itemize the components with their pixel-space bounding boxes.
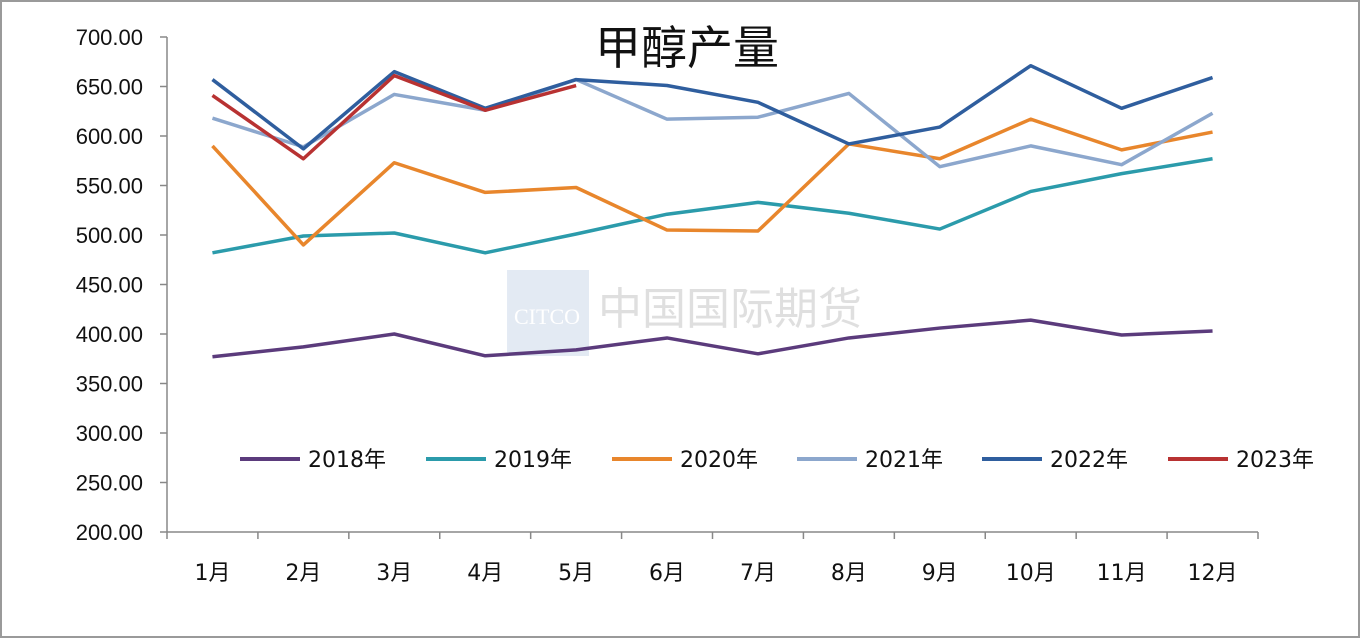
legend-label: 2019年 (494, 448, 572, 473)
series-line-2020年 (211, 117, 1213, 247)
y-tick-label: 550.00 (76, 174, 143, 199)
x-tick-label: 8月 (831, 561, 867, 586)
y-tick-label: 200.00 (76, 520, 143, 545)
chart-title: 甲醇产量 (595, 21, 779, 75)
legend-label: 2023年 (1236, 448, 1314, 473)
y-tick-label: 450.00 (76, 273, 143, 298)
watermark-chinese: 中国国际期货 (598, 284, 862, 335)
legend-item: 2023年 (1168, 448, 1314, 473)
y-tick-label: 300.00 (76, 421, 143, 446)
series-line-2023年 (211, 73, 577, 161)
series-line-2018年 (212, 318, 1213, 359)
y-tick-label: 700.00 (76, 25, 143, 50)
legend-label: 2022年 (1050, 448, 1128, 473)
series-line-2022年 (211, 63, 1214, 151)
watermark-box (507, 270, 589, 356)
y-tick-label: 350.00 (76, 372, 143, 397)
series-line-2021年 (211, 77, 1214, 169)
x-tick-label: 10月 (1006, 561, 1056, 586)
watermark-logo: CITCO 中国国际期货 (507, 270, 862, 356)
y-tick-label: 250.00 (76, 471, 143, 496)
legend-item: 2019年 (426, 448, 572, 473)
x-tick-label: 5月 (558, 561, 594, 586)
y-tick-label: 600.00 (76, 124, 143, 149)
y-tick-label: 400.00 (76, 322, 143, 347)
y-tick-label: 500.00 (76, 223, 143, 248)
watermark-latin: CITCO (514, 304, 580, 329)
legend-item: 2018年 (240, 448, 386, 473)
x-tick-label: 3月 (376, 561, 412, 586)
x-tick-label: 7月 (740, 561, 776, 586)
legend-item: 2022年 (982, 448, 1128, 473)
x-tick-label: 4月 (467, 561, 503, 586)
x-tick-label: 12月 (1188, 561, 1238, 586)
legend-label: 2021年 (865, 448, 943, 473)
x-tick-label: 6月 (649, 561, 685, 586)
legend-item: 2021年 (797, 448, 943, 473)
x-tick-label: 2月 (285, 561, 321, 586)
series-line-2019年 (212, 157, 1213, 255)
x-tick-label: 1月 (194, 561, 230, 586)
legend-label: 2020年 (680, 448, 758, 473)
y-tick-label: 650.00 (76, 75, 143, 100)
x-tick-label: 9月 (922, 561, 958, 586)
x-tick-label: 11月 (1097, 561, 1147, 586)
legend-item: 2020年 (612, 448, 758, 473)
legend-label: 2018年 (308, 448, 386, 473)
